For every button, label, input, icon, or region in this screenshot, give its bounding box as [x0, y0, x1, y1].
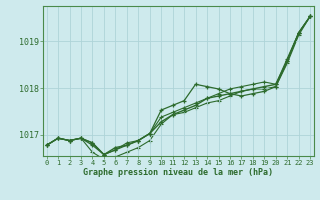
X-axis label: Graphe pression niveau de la mer (hPa): Graphe pression niveau de la mer (hPa) — [84, 168, 273, 177]
